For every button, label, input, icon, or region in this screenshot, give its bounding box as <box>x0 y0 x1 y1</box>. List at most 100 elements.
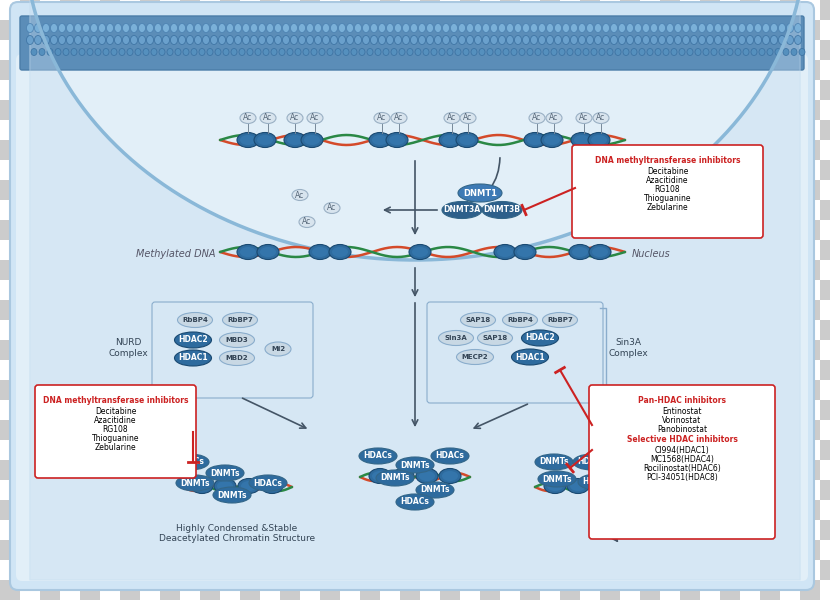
Bar <box>380 240 400 260</box>
Bar <box>480 440 500 460</box>
Bar <box>800 220 820 240</box>
Bar <box>360 340 380 360</box>
Bar <box>460 60 480 80</box>
Text: Ac: Ac <box>579 113 588 122</box>
Bar <box>500 100 520 120</box>
Bar <box>720 560 740 580</box>
Bar <box>640 0 660 20</box>
Ellipse shape <box>759 49 765 55</box>
Ellipse shape <box>497 247 513 257</box>
Bar <box>600 100 620 120</box>
Bar <box>420 520 440 540</box>
Bar <box>240 500 260 520</box>
Bar <box>520 200 540 220</box>
Bar <box>560 40 580 60</box>
Ellipse shape <box>359 49 365 55</box>
Bar <box>340 260 360 280</box>
Bar <box>40 280 60 300</box>
Bar <box>100 20 120 40</box>
Bar <box>0 180 20 200</box>
Bar <box>820 440 830 460</box>
Bar <box>320 480 340 500</box>
Bar <box>720 40 740 60</box>
Bar <box>140 100 160 120</box>
Bar <box>160 80 180 100</box>
Ellipse shape <box>589 245 611 259</box>
Ellipse shape <box>343 49 349 55</box>
Ellipse shape <box>271 49 277 55</box>
Bar <box>780 580 800 600</box>
Bar <box>340 400 360 420</box>
Bar <box>720 440 740 460</box>
Ellipse shape <box>372 471 388 481</box>
Bar <box>640 480 660 500</box>
Bar <box>100 480 120 500</box>
Bar <box>520 360 540 380</box>
Bar <box>640 120 660 140</box>
Bar <box>160 440 180 460</box>
Bar <box>720 60 740 80</box>
Bar <box>800 580 820 600</box>
Ellipse shape <box>394 23 402 32</box>
Bar <box>340 560 360 580</box>
Bar <box>60 540 80 560</box>
Bar <box>60 440 80 460</box>
Ellipse shape <box>315 35 321 44</box>
Bar <box>200 200 220 220</box>
Bar <box>340 440 360 460</box>
Bar <box>80 320 100 340</box>
Bar <box>480 460 500 480</box>
Ellipse shape <box>111 49 117 55</box>
Bar <box>140 540 160 560</box>
Bar <box>640 560 660 580</box>
Text: RbBP4: RbBP4 <box>182 317 208 323</box>
Bar <box>540 400 560 420</box>
Bar <box>760 160 780 180</box>
Bar <box>680 100 700 120</box>
Bar <box>100 200 120 220</box>
Bar <box>520 180 540 200</box>
Ellipse shape <box>617 481 633 491</box>
Ellipse shape <box>527 135 543 145</box>
Ellipse shape <box>711 49 717 55</box>
Bar <box>720 580 740 600</box>
Bar <box>580 520 600 540</box>
Bar <box>420 300 440 320</box>
Ellipse shape <box>275 23 281 32</box>
Bar <box>560 260 580 280</box>
Bar <box>780 80 800 100</box>
Ellipse shape <box>327 49 333 55</box>
Ellipse shape <box>477 331 512 346</box>
Bar <box>40 480 60 500</box>
Bar <box>660 60 680 80</box>
Bar <box>160 360 180 380</box>
Bar <box>200 480 220 500</box>
Bar <box>160 240 180 260</box>
Bar <box>800 120 820 140</box>
Ellipse shape <box>427 23 433 32</box>
Bar <box>740 460 760 480</box>
Bar <box>560 0 580 20</box>
Text: MBD3: MBD3 <box>226 337 248 343</box>
Ellipse shape <box>323 23 330 32</box>
Bar <box>100 100 120 120</box>
Ellipse shape <box>487 49 493 55</box>
Ellipse shape <box>546 23 554 32</box>
Bar <box>660 40 680 60</box>
Bar <box>560 580 580 600</box>
Bar <box>300 20 320 40</box>
Bar <box>480 20 500 40</box>
Bar <box>240 380 260 400</box>
Bar <box>760 460 780 480</box>
Bar <box>180 180 200 200</box>
Ellipse shape <box>266 23 274 32</box>
Ellipse shape <box>218 23 226 32</box>
Bar <box>500 460 520 480</box>
Bar <box>820 160 830 180</box>
Bar <box>120 100 140 120</box>
Text: DNMTs: DNMTs <box>400 461 430 469</box>
Bar <box>320 60 340 80</box>
Bar <box>380 580 400 600</box>
Bar <box>0 500 20 520</box>
Bar <box>660 180 680 200</box>
